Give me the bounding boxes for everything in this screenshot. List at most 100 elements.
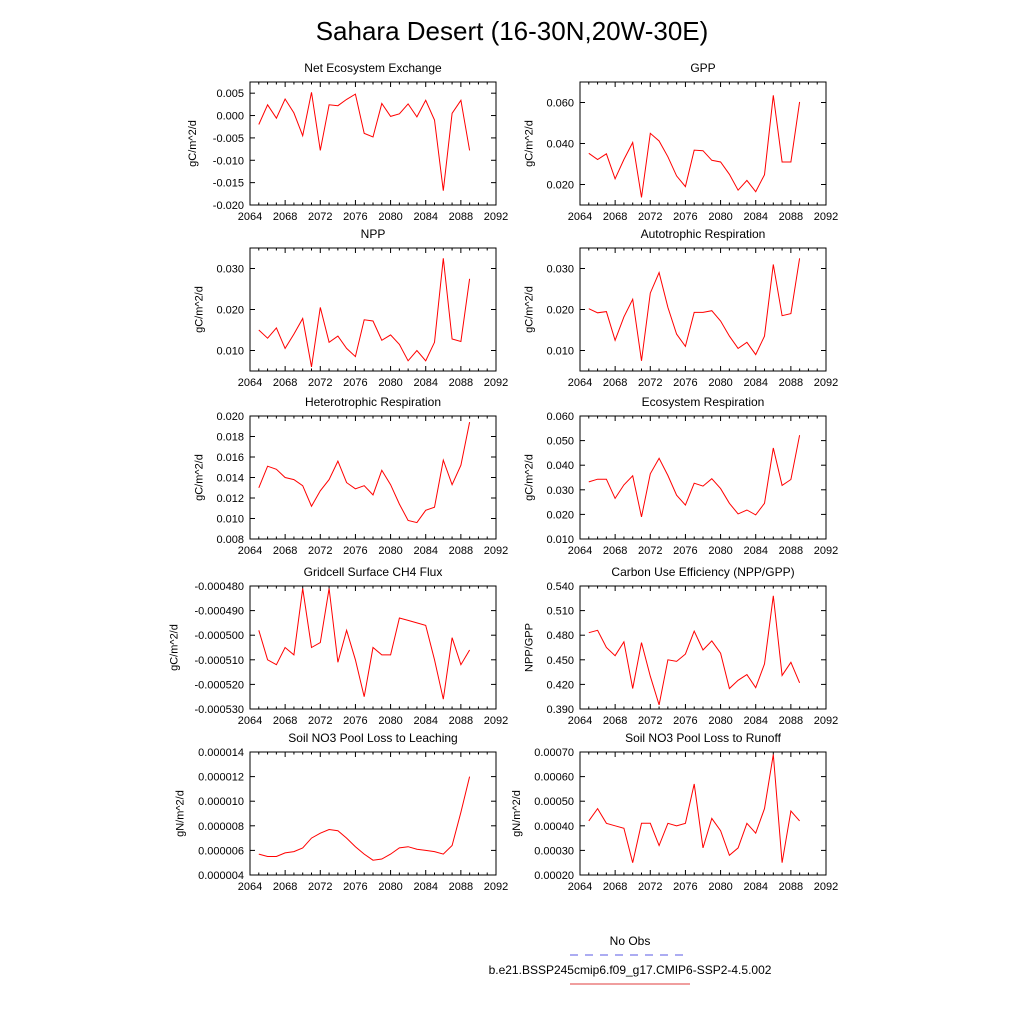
x-tick-label: 2088: [779, 377, 803, 389]
panel-heterotrophic-respiration: 2064 2068 2072 2076 2080 2084 2088 2092 0.020 0.0…: [194, 395, 509, 557]
x-tick-label: 2064: [238, 377, 262, 389]
y-tick-label: 0.420: [546, 679, 574, 691]
x-tick-label: 2084: [743, 211, 767, 223]
y-tick-label: -0.000490: [194, 606, 244, 618]
panel-soil-no3-pool-loss-to-runoff: 2064 2068 2072 2076 2080 2084 2088 2092 0.00070 0…: [511, 731, 838, 893]
x-tick-label: 2076: [343, 545, 367, 557]
x-tick-label: 2072: [638, 715, 662, 727]
x-tick-label: 2084: [413, 545, 437, 557]
y-tick-label: 0.020: [216, 305, 244, 317]
y-tick-label: 0.000012: [198, 772, 244, 784]
x-tick-label: 2068: [273, 211, 297, 223]
x-tick-label: 2072: [638, 545, 662, 557]
y-axis-label: gC/m^2/d: [524, 120, 536, 167]
y-tick-label: 0.040: [546, 460, 574, 472]
x-tick-label: 2092: [484, 377, 508, 389]
x-tick-label: 2092: [814, 545, 838, 557]
x-tick-label: 2080: [378, 545, 402, 557]
x-tick-label: 2068: [273, 715, 297, 727]
x-tick-label: 2092: [814, 211, 838, 223]
legend-label-no-obs: No Obs: [610, 934, 651, 948]
x-tick-label: 2092: [484, 715, 508, 727]
figure-title: Sahara Desert (16-30N,20W-30E): [316, 16, 709, 46]
x-tick-label: 2068: [273, 377, 297, 389]
y-tick-label: 0.030: [546, 264, 574, 276]
x-tick-label: 2088: [779, 715, 803, 727]
y-tick-label: 0.540: [546, 581, 574, 593]
x-tick-label: 2088: [449, 881, 473, 893]
x-tick-label: 2092: [814, 377, 838, 389]
y-axis-label: gN/m^2/d: [175, 790, 187, 837]
panel-title: Soil NO3 Pool Loss to Leaching: [288, 731, 457, 745]
x-tick-label: 2084: [413, 715, 437, 727]
y-tick-label: 0.018: [216, 432, 244, 444]
panel-title: NPP: [361, 227, 386, 241]
y-tick-label: -0.005: [213, 133, 244, 145]
y-tick-label: -0.020: [213, 200, 244, 212]
x-tick-label: 2092: [484, 545, 508, 557]
y-tick-label: 0.014: [216, 473, 244, 485]
x-tick-label: 2064: [568, 211, 592, 223]
y-tick-label: 0.010: [546, 534, 574, 546]
y-tick-label: 0.012: [216, 493, 244, 505]
x-tick-label: 2092: [484, 211, 508, 223]
series-line: [588, 95, 801, 198]
series-line: [588, 435, 801, 518]
x-tick-label: 2068: [603, 881, 627, 893]
y-axis-label: gC/m^2/d: [168, 624, 180, 671]
series-line: [258, 588, 471, 700]
x-tick-label: 2088: [449, 377, 473, 389]
x-tick-label: 2064: [238, 715, 262, 727]
y-tick-label: -0.000510: [194, 655, 244, 667]
x-tick-label: 2076: [343, 377, 367, 389]
series-line: [588, 754, 800, 863]
x-tick-label: 2080: [708, 881, 732, 893]
x-tick-label: 2084: [743, 715, 767, 727]
y-tick-label: 0.008: [216, 534, 244, 546]
x-tick-label: 2080: [378, 211, 402, 223]
y-tick-label: 0.020: [216, 411, 244, 423]
x-tick-label: 2084: [413, 211, 437, 223]
y-tick-label: 0.020: [546, 509, 574, 521]
y-tick-label: 0.040: [546, 139, 574, 151]
panel-ecosystem-respiration: 2064 2068 2072 2076 2080 2084 2088 2092 0.060 0.0…: [524, 395, 839, 557]
y-tick-label: 0.010: [216, 346, 244, 358]
series-line: [258, 92, 471, 191]
x-tick-label: 2076: [343, 881, 367, 893]
x-tick-label: 2072: [638, 211, 662, 223]
x-tick-label: 2088: [779, 881, 803, 893]
x-tick-label: 2080: [708, 211, 732, 223]
series-line: [258, 776, 471, 861]
x-tick-label: 2092: [484, 881, 508, 893]
x-tick-label: 2088: [449, 545, 473, 557]
y-tick-label: 0.016: [216, 452, 244, 464]
y-tick-label: 0.020: [546, 180, 574, 192]
y-axis-label: NPP/GPP: [524, 623, 536, 672]
x-tick-label: 2076: [673, 715, 697, 727]
x-tick-label: 2068: [603, 211, 627, 223]
y-tick-label: -0.000500: [194, 630, 244, 642]
y-tick-label: 0.020: [546, 305, 574, 317]
y-tick-label: -0.000530: [194, 704, 244, 716]
panel-carbon-use-efficiency-npp-gpp: 2064 2068 2072 2076 2080 2084 2088 2092 0.540 0.5…: [524, 565, 839, 727]
y-axis-label: gC/m^2/d: [194, 286, 206, 333]
y-tick-label: 0.000010: [198, 796, 244, 808]
x-tick-label: 2088: [779, 211, 803, 223]
x-tick-label: 2072: [308, 881, 332, 893]
series-line: [588, 258, 801, 361]
x-tick-label: 2080: [378, 881, 402, 893]
y-tick-label: 0.060: [546, 98, 574, 110]
y-axis-label: gC/m^2/d: [524, 286, 536, 333]
x-tick-label: 2064: [238, 881, 262, 893]
x-tick-label: 2068: [273, 881, 297, 893]
panel-gpp: 2064 2068 2072 2076 2080 2084 2088 2092 0.060 0.0…: [524, 61, 839, 223]
y-tick-label: 0.010: [546, 346, 574, 358]
y-tick-label: -0.000520: [194, 679, 244, 691]
y-tick-label: 0.000006: [198, 845, 244, 857]
panel-title: Autotrophic Respiration: [641, 227, 766, 241]
panel-title: Ecosystem Respiration: [642, 395, 765, 409]
y-axis-label: gN/m^2/d: [511, 790, 523, 837]
x-tick-label: 2072: [308, 715, 332, 727]
x-tick-label: 2092: [814, 715, 838, 727]
